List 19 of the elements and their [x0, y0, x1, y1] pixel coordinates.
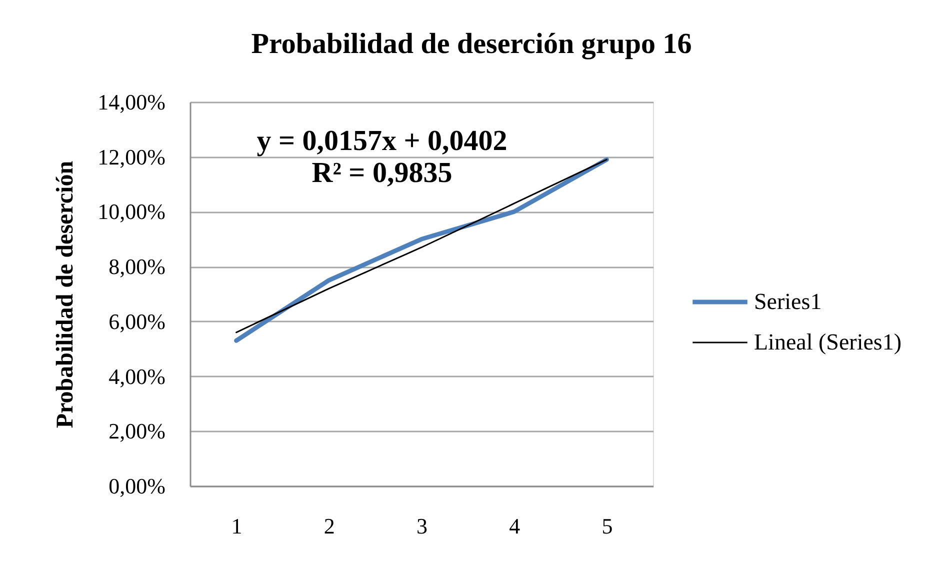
- y-tick-label: 4,00%: [108, 364, 166, 389]
- x-tick-label: 5: [602, 514, 613, 538]
- x-tick-label: 3: [416, 514, 428, 538]
- y-tick-label: 6,00%: [108, 308, 166, 334]
- chart-title: Probabilidad de deserción grupo 16: [251, 28, 692, 60]
- x-tick-label: 1: [231, 514, 242, 538]
- annotation: R² = 0,9835: [312, 157, 452, 189]
- y-tick-label: 14,00%: [98, 90, 166, 114]
- y-tick-label: 0,00%: [108, 474, 166, 498]
- y-axis-title: Probabilidad de deserción: [52, 160, 78, 428]
- legend-label: Lineal (Series1): [754, 330, 902, 354]
- x-tick-label: 2: [324, 514, 335, 538]
- legend-label: Series1: [754, 289, 822, 314]
- y-tick-label: 2,00%: [108, 418, 166, 444]
- y-tick-label: 8,00%: [108, 254, 166, 280]
- y-tick-label: 12,00%: [98, 144, 166, 170]
- y-tick-label: 10,00%: [98, 199, 166, 224]
- annotation: y = 0,0157x + 0,0402: [256, 125, 508, 157]
- x-tick-label: 4: [509, 514, 520, 538]
